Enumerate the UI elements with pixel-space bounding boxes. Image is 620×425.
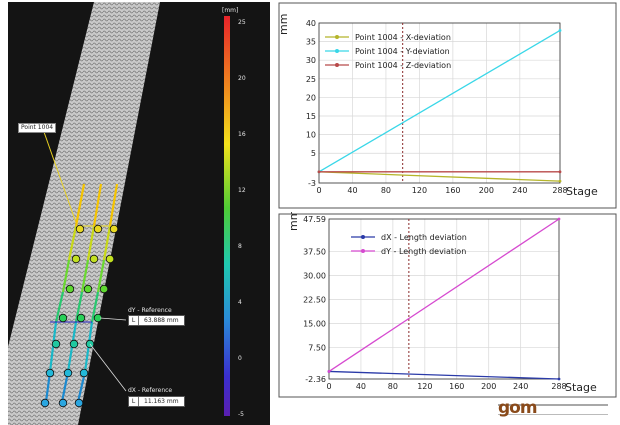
dy-prefix: L bbox=[129, 316, 139, 325]
x-tick-label: 80 bbox=[381, 186, 391, 195]
legend-entry: Point 1004 - Y-deviation bbox=[355, 47, 450, 56]
legend-swatch-marker bbox=[361, 235, 365, 239]
legend-entry: Point 1004 - Z-deviation bbox=[355, 61, 451, 70]
x-tick-label: 0 bbox=[326, 382, 331, 391]
x-tick-label: 40 bbox=[347, 186, 357, 195]
colorbar-tick-label: -5 bbox=[238, 411, 244, 418]
chart-grid bbox=[328, 218, 560, 380]
series-point bbox=[557, 217, 561, 221]
plot-area bbox=[318, 22, 561, 184]
dy-reference-value-box[interactable]: L 63.888 mm bbox=[128, 315, 185, 326]
series-point bbox=[558, 170, 562, 174]
y-tick-label: 20 bbox=[306, 93, 316, 102]
dx-leader-line bbox=[89, 343, 127, 392]
legend-entry: dY - Length deviation bbox=[381, 247, 466, 256]
series-line bbox=[328, 370, 560, 380]
series-point bbox=[327, 370, 331, 373]
y-tick-label: 30.00 bbox=[303, 271, 326, 280]
dx-value: 11.163 mm bbox=[144, 398, 179, 405]
y-tick-label: 47.59 bbox=[303, 215, 326, 224]
logo-area: gom bbox=[276, 398, 620, 425]
logo-rule-2 bbox=[498, 414, 608, 415]
point-deviation-chart[interactable]: 0 40 80 120 160 200 240 288 40 35 30 25 20 15 10 5 -3 mm S… bbox=[276, 0, 620, 212]
x-tick-label: 80 bbox=[388, 382, 398, 391]
plot-area bbox=[328, 218, 560, 380]
x-tick-label: 120 bbox=[417, 382, 432, 391]
legend-swatch-marker bbox=[335, 63, 339, 67]
colorbar-tick-label: 4 bbox=[238, 299, 242, 306]
x-tick-label: 40 bbox=[356, 382, 366, 391]
dx-reference-title: dX - Reference bbox=[128, 387, 173, 394]
x-tick-label: 160 bbox=[445, 186, 460, 195]
colorbar-tick-label: 12 bbox=[238, 187, 246, 194]
y-tick-label: 10 bbox=[306, 131, 316, 140]
x-axis-label: Stage bbox=[565, 381, 597, 394]
y-tick-label: 15 bbox=[306, 112, 316, 121]
chart-frame bbox=[278, 213, 617, 398]
x-tick-label: 160 bbox=[449, 382, 464, 391]
series-line bbox=[328, 218, 560, 372]
series-point bbox=[558, 29, 562, 32]
point-leader-line bbox=[43, 131, 81, 235]
x-axis-label: Stage bbox=[566, 185, 598, 198]
gom-logo: gom bbox=[498, 398, 538, 418]
charts-panel: 0 40 80 120 160 200 240 288 40 35 30 25 20 15 10 5 -3 mm S… bbox=[276, 0, 620, 425]
legend-swatch-marker bbox=[361, 249, 365, 253]
x-tick-label: 0 bbox=[316, 186, 321, 195]
colorbar-tick-label: 16 bbox=[238, 131, 246, 138]
x-tick-label: 120 bbox=[412, 186, 427, 195]
dy-leader-line bbox=[99, 317, 127, 321]
x-tick-label: 200 bbox=[481, 382, 496, 391]
legend-swatch-marker bbox=[335, 35, 339, 39]
chart-frame bbox=[278, 2, 617, 209]
specimen-view[interactable]: [mm] 25 20 16 12 8 4 0 -5 bbox=[8, 2, 270, 425]
colorbar-tick-label: 20 bbox=[238, 75, 246, 82]
dx-reference-value-box[interactable]: L 11.163 mm bbox=[128, 396, 185, 407]
dy-value: 63.888 mm bbox=[144, 317, 179, 324]
legend-entry: Point 1004 - X-deviation bbox=[355, 33, 451, 42]
y-tick-label: 40 bbox=[306, 19, 316, 28]
series-point bbox=[558, 179, 562, 183]
length-deviation-chart[interactable]: 0 40 80 120 160 200 240 288 47.59 37.50 30.00 22.50… bbox=[276, 212, 620, 400]
x-tick-label: 240 bbox=[513, 382, 528, 391]
dx-prefix: L bbox=[129, 397, 139, 406]
y-tick-label: 5 bbox=[311, 149, 316, 158]
y-tick-label: 30 bbox=[306, 56, 316, 65]
x-tick-label: 200 bbox=[479, 186, 494, 195]
logo-rule bbox=[498, 404, 608, 406]
y-axis-label: mm bbox=[287, 212, 300, 231]
legend-swatch-marker bbox=[335, 49, 339, 53]
colorbar-tick-label: 25 bbox=[238, 19, 246, 26]
specimen-canvas: [mm] 25 20 16 12 8 4 0 -5 bbox=[8, 2, 270, 425]
colorbar-tick-label: 0 bbox=[238, 355, 242, 362]
y-tick-label: -3 bbox=[308, 179, 316, 188]
series-line bbox=[318, 171, 561, 182]
colorbar bbox=[224, 16, 230, 416]
specimen-strip bbox=[8, 2, 160, 425]
series-point bbox=[317, 170, 321, 174]
x-tick-label: 288 bbox=[552, 186, 567, 195]
y-tick-label: 22.50 bbox=[303, 295, 326, 304]
dy-reference-title: dY - Reference bbox=[128, 307, 172, 314]
colorbar-tick-label: 8 bbox=[238, 243, 242, 250]
y-tick-label: 7.50 bbox=[308, 343, 326, 352]
series-line bbox=[318, 29, 561, 173]
y-tick-label: 15.00 bbox=[303, 319, 326, 328]
y-tick-label: 35 bbox=[306, 38, 316, 47]
colorbar-unit: [mm] bbox=[222, 7, 238, 14]
point-label[interactable]: Point 1004 bbox=[18, 123, 57, 133]
legend-entry: dX - Length deviation bbox=[381, 233, 467, 242]
y-tick-label: 37.50 bbox=[303, 247, 326, 256]
y-axis-label: mm bbox=[277, 14, 290, 35]
series-point bbox=[557, 377, 561, 381]
y-tick-label: -2.36 bbox=[305, 375, 326, 384]
y-tick-label: 25 bbox=[306, 75, 316, 84]
x-tick-label: 240 bbox=[512, 186, 527, 195]
x-tick-label: 288 bbox=[551, 382, 566, 391]
